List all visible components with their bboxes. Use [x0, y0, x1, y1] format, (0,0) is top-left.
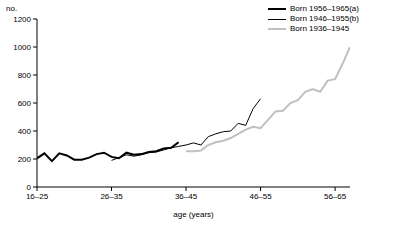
svg-text:0: 0: [27, 183, 32, 192]
svg-text:400: 400: [18, 127, 32, 136]
html-text:Born 1936–1945: Born 1936–1945: [290, 24, 350, 33]
svg-text:600: 600: [18, 99, 32, 108]
svg-text:1200: 1200: [13, 15, 31, 24]
svg-text:age (years): age (years): [173, 210, 214, 219]
svg-text:36–45: 36–45: [175, 192, 198, 201]
html-text:Born 1956–1965(a): Born 1956–1965(a): [290, 4, 359, 13]
svg-text:1000: 1000: [13, 43, 31, 52]
svg-text:26–35: 26–35: [100, 192, 123, 201]
svg-text:56–65: 56–65: [324, 192, 347, 201]
svg-text:800: 800: [18, 71, 32, 80]
html-text:no.: no.: [6, 4, 18, 13]
html-text:Born 1946–1955(b): Born 1946–1955(b): [290, 14, 359, 23]
svg-text:46–55: 46–55: [249, 192, 272, 201]
svg-text:16–25: 16–25: [26, 192, 49, 201]
svg-text:200: 200: [18, 155, 32, 164]
